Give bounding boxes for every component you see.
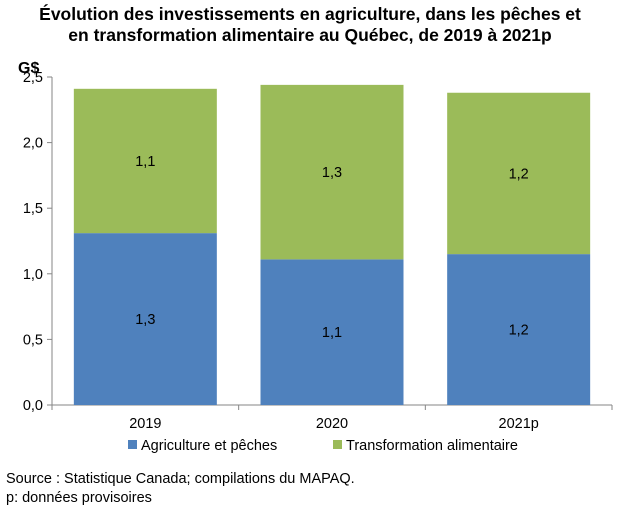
data-label: 1,2 (509, 323, 529, 339)
y-axis-unit-label: G$ (18, 60, 39, 77)
data-label: 1,1 (322, 325, 342, 341)
y-tick-label: 0,0 (23, 398, 43, 414)
y-tick-label: 1,0 (23, 267, 43, 283)
bar-transformation-2020 (260, 84, 404, 260)
legend-transformation-label: Transformation alimentaire (346, 438, 518, 454)
data-label: 1,1 (135, 154, 155, 170)
provisional-note: p: données provisoires (6, 490, 152, 506)
chart-title-line-1: Évolution des investissements en agricul… (39, 4, 581, 24)
data-label: 1,3 (135, 312, 155, 328)
bar-transformation-2021p (447, 92, 591, 255)
data-label: 1,2 (509, 166, 529, 182)
legend-transformation-swatch (333, 440, 342, 449)
x-tick-label: 2021p (499, 416, 539, 432)
y-tick-label: 1,5 (23, 201, 43, 217)
bar-agriculture-2020 (260, 259, 404, 405)
y-tick-label: 2,5 (23, 70, 43, 86)
source-note: Source : Statistique Canada; compilation… (6, 471, 355, 487)
bar-agriculture-2019 (73, 233, 217, 405)
chart-title-line-2: en transformation alimentaire au Québec,… (68, 25, 552, 45)
legend-agriculture-label: Agriculture et pêches (141, 438, 277, 454)
bar-transformation-2019 (73, 88, 217, 234)
legend-agriculture-swatch (128, 440, 137, 449)
bar-agriculture-2021p (447, 254, 591, 405)
stacked-bar-chart: G$ 0,0 0,5 1,0 1,5 2,0 2,5 1,3 1,1 2019 1,1 1,3 2020… (18, 60, 613, 454)
chart-title: Évolution des investissements en agricul… (0, 4, 620, 46)
data-label: 1,3 (322, 165, 342, 181)
y-tick-label: 2,0 (23, 136, 43, 152)
x-tick-label: 2019 (129, 416, 161, 432)
y-tick-label: 0,5 (23, 332, 43, 348)
x-tick-label: 2020 (316, 416, 348, 432)
